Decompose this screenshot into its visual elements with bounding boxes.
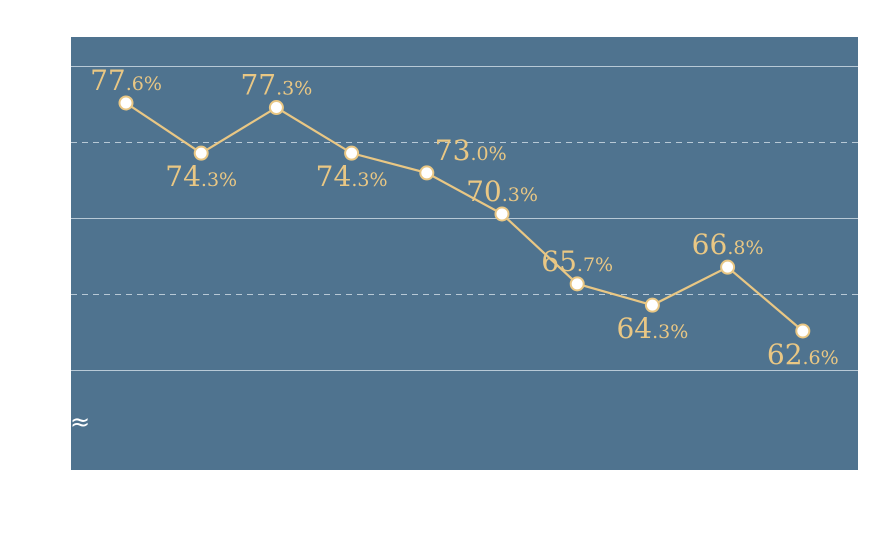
data-point-9	[720, 259, 736, 275]
data-label-5: 73.0%	[435, 134, 507, 167]
axis-break-symbol: ≈	[70, 408, 90, 436]
data-point-6	[494, 206, 510, 222]
data-point-7	[569, 276, 585, 292]
data-label-10: 62.6%	[767, 338, 839, 371]
data-label-9: 66.8%	[692, 228, 764, 261]
data-point-2	[193, 145, 209, 161]
data-label-8: 64.3%	[616, 312, 688, 345]
series-line	[125, 102, 804, 332]
data-label-1: 77.6%	[90, 64, 162, 97]
data-label-6: 70.3%	[466, 175, 538, 208]
data-point-3	[268, 100, 284, 116]
data-markers	[118, 95, 811, 339]
data-point-4	[344, 145, 360, 161]
data-label-2: 74.3%	[165, 160, 237, 193]
data-point-10	[795, 323, 811, 339]
data-labels: 77.6% 74.3% 77.3% 74.3% 73.0% 70.3% 65.7% 64.3%…	[90, 64, 839, 371]
data-label-7: 65.7%	[541, 245, 613, 278]
gridlines	[71, 66, 858, 371]
data-point-5	[419, 165, 435, 181]
plot-background	[71, 37, 858, 470]
data-point-1	[118, 95, 134, 111]
data-label-4: 74.3%	[316, 160, 388, 193]
data-label-3: 77.3%	[240, 69, 312, 102]
data-point-8	[644, 297, 660, 313]
